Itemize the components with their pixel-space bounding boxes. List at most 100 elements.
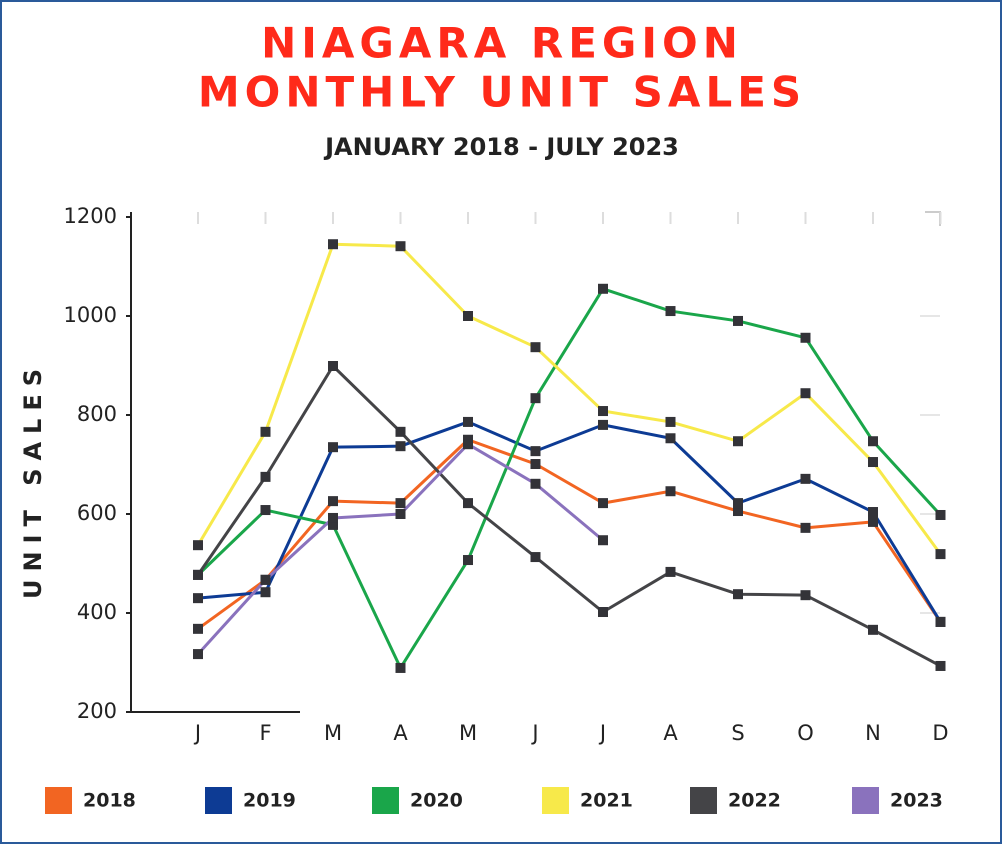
point-marker [463, 439, 473, 450]
x-tick-label: A [393, 721, 408, 745]
point-marker [868, 457, 878, 468]
legend-label: 2020 [410, 790, 463, 812]
point-marker [935, 549, 946, 560]
point-marker [530, 459, 541, 470]
series-line [196, 242, 942, 555]
point-marker [260, 505, 271, 516]
legend-swatch [45, 787, 72, 814]
point-marker [260, 587, 271, 598]
point-marker [328, 442, 338, 453]
point-marker [260, 426, 271, 437]
point-marker [598, 607, 608, 618]
point-marker [800, 522, 811, 533]
point-marker [328, 239, 338, 250]
series-line [197, 420, 942, 623]
y-tick-label: 600 [77, 501, 117, 525]
point-marker [193, 540, 203, 551]
point-marker [598, 498, 608, 509]
legend-swatch [690, 787, 717, 814]
point-marker [598, 535, 608, 546]
point-marker [463, 311, 473, 321]
point-marker [733, 436, 743, 447]
x-tick-label: M [324, 721, 342, 745]
point-marker [260, 471, 271, 482]
point-marker [395, 241, 406, 252]
point-marker [193, 623, 203, 634]
legend-label: 2018 [83, 790, 136, 812]
point-marker [530, 446, 541, 457]
legend-label: 2021 [580, 790, 633, 812]
title-line: NIAGARA REGION [261, 19, 743, 68]
y-tick-label: 800 [77, 402, 117, 426]
point-marker [328, 519, 338, 530]
x-tick-label: F [259, 721, 271, 745]
point-marker [395, 498, 406, 509]
point-marker [193, 569, 203, 580]
point-marker [395, 509, 406, 519]
point-marker [463, 555, 473, 566]
point-marker [665, 416, 676, 427]
point-marker [193, 593, 203, 604]
point-marker [868, 436, 878, 447]
point-marker [665, 433, 676, 444]
x-tick-label: J [598, 721, 606, 745]
point-marker [733, 315, 743, 326]
point-marker [598, 283, 608, 294]
legend-swatch [852, 787, 879, 814]
point-marker [800, 590, 811, 601]
point-marker [868, 624, 878, 635]
x-tick-label: J [193, 721, 201, 745]
point-marker [395, 662, 406, 673]
point-marker [935, 660, 946, 671]
x-tick-label: D [932, 721, 948, 745]
point-marker [328, 360, 338, 371]
point-marker [800, 332, 811, 343]
legend-label: 2022 [728, 790, 781, 812]
point-marker [328, 512, 338, 523]
point-marker [733, 589, 743, 600]
x-tick-label: N [865, 721, 881, 745]
point-marker [935, 509, 946, 520]
series-line [196, 287, 942, 670]
point-marker [935, 616, 946, 627]
legend-swatch [372, 787, 399, 814]
point-marker [800, 473, 811, 484]
y-axis-label: UNIT SALES [19, 361, 47, 599]
point-marker [598, 406, 608, 417]
point-marker [530, 342, 541, 353]
legend-swatch [542, 787, 569, 814]
legend-swatch [205, 787, 232, 814]
y-tick-label: 1200 [64, 204, 117, 228]
y-tick-label: 400 [77, 600, 117, 624]
y-tick-label: 200 [77, 699, 117, 723]
point-marker [530, 478, 541, 489]
y-tick-label: 1000 [64, 303, 117, 327]
point-marker [193, 649, 203, 660]
series-line [197, 438, 942, 631]
point-marker [395, 426, 406, 437]
x-tick-label: O [797, 721, 814, 745]
point-marker [598, 419, 608, 430]
point-marker [800, 388, 811, 399]
point-marker [328, 496, 338, 507]
point-marker [395, 441, 406, 452]
point-marker [665, 486, 676, 497]
point-marker [733, 506, 743, 517]
point-marker [463, 498, 473, 509]
point-marker [868, 507, 878, 518]
point-marker [733, 498, 743, 509]
point-marker [260, 574, 271, 585]
title-line: MONTHLY UNIT SALES [198, 68, 806, 117]
x-tick-label: S [731, 721, 744, 745]
point-marker [530, 552, 541, 563]
subtitle: JANUARY 2018 - JULY 2023 [323, 133, 679, 161]
point-marker [868, 516, 878, 527]
point-marker [665, 566, 676, 577]
point-marker [665, 306, 676, 317]
x-tick-label: A [663, 721, 678, 745]
point-marker [530, 393, 541, 404]
point-marker [463, 416, 473, 427]
x-tick-label: M [459, 721, 477, 745]
